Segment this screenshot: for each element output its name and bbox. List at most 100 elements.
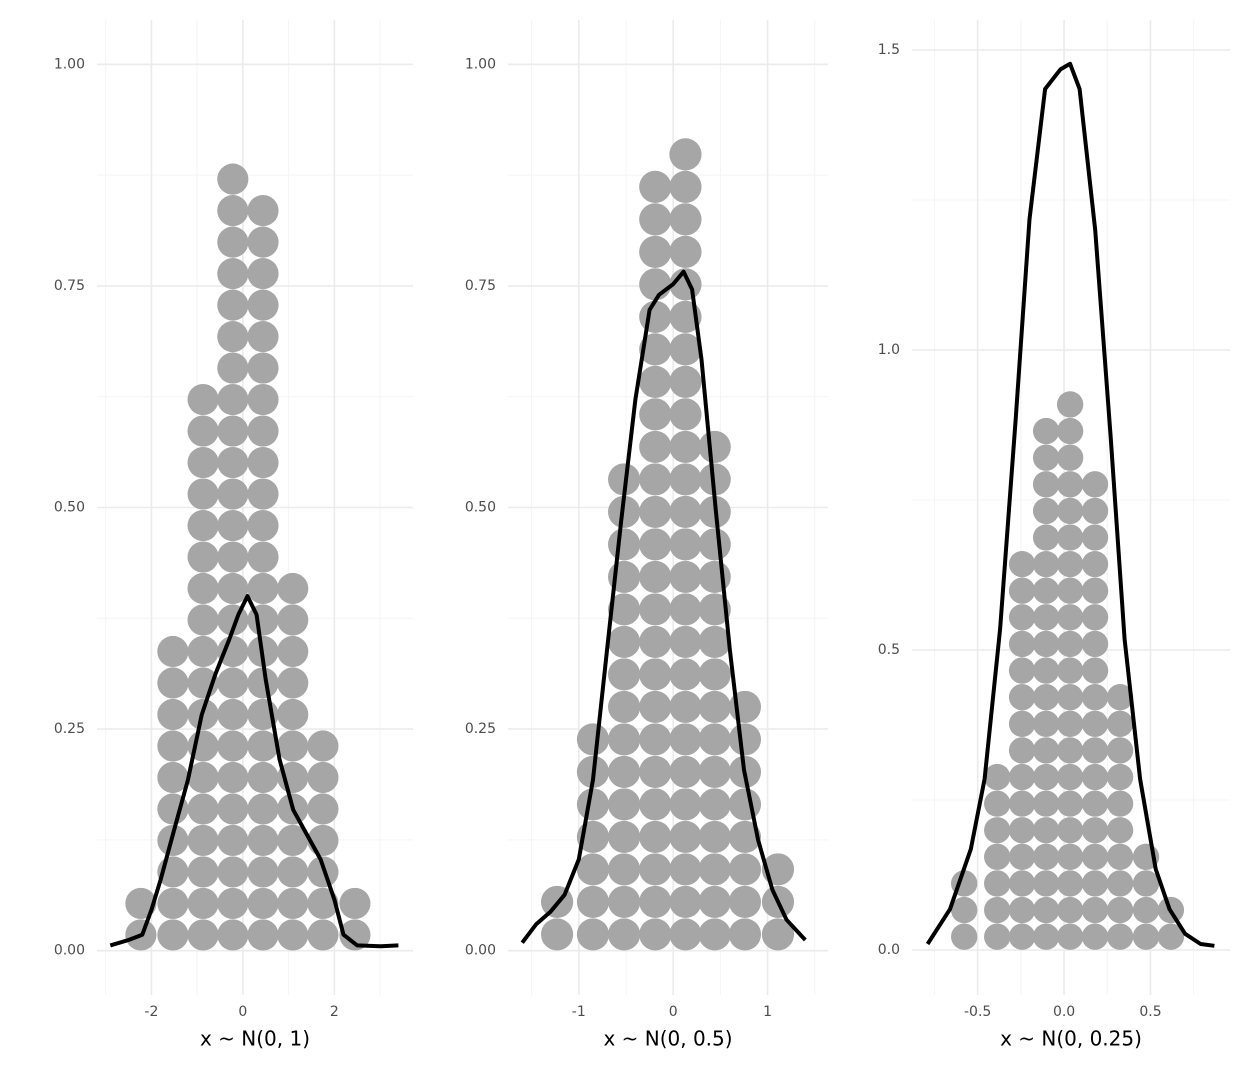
dot	[1056, 391, 1084, 418]
dot	[217, 321, 249, 353]
dot	[277, 572, 309, 605]
x-axis-label: x ~ N(0, 1)	[200, 1027, 310, 1051]
dot	[1056, 896, 1084, 924]
x-tick-label: 0.5	[1139, 1004, 1161, 1020]
dot	[576, 918, 610, 951]
dot	[1056, 497, 1084, 525]
dot	[1008, 630, 1036, 658]
dot	[608, 593, 641, 626]
dot	[728, 788, 762, 821]
dot	[1081, 817, 1109, 844]
dot	[540, 918, 574, 951]
y-tick-label: 1.00	[54, 56, 85, 72]
dot	[669, 885, 702, 919]
dot	[307, 793, 339, 825]
dot	[639, 625, 672, 659]
dot	[217, 446, 249, 479]
dot	[217, 163, 249, 195]
dot	[608, 625, 641, 659]
dot	[984, 923, 1011, 950]
dot	[669, 560, 702, 594]
dot	[1032, 870, 1060, 897]
dot-stack	[1132, 843, 1160, 950]
dot	[1106, 763, 1134, 791]
dot	[639, 203, 672, 236]
dot	[608, 658, 641, 691]
dot	[1008, 604, 1036, 631]
dot	[187, 541, 219, 573]
dot	[1032, 684, 1060, 711]
x-axis-label: x ~ N(0, 0.25)	[1000, 1027, 1142, 1051]
dot	[1056, 550, 1084, 578]
dot	[698, 918, 731, 951]
dot	[187, 572, 219, 605]
dot-stack	[1008, 550, 1036, 950]
dot	[217, 572, 249, 605]
dot	[247, 352, 279, 384]
dot	[1008, 684, 1036, 711]
x-tick-label: -2	[144, 1004, 158, 1020]
dot	[1008, 923, 1036, 950]
dot	[1081, 923, 1109, 950]
dot	[698, 755, 731, 789]
dot	[1056, 710, 1084, 737]
dot	[1081, 497, 1109, 525]
x-tick-label: 2	[330, 1004, 339, 1020]
dot	[339, 919, 371, 951]
dot	[1032, 630, 1060, 658]
y-tick-label: 1.5	[878, 42, 900, 58]
dot	[1008, 843, 1036, 871]
dot	[247, 383, 279, 416]
dot	[728, 918, 762, 951]
dot	[1008, 790, 1036, 817]
dot	[1081, 843, 1109, 871]
dot	[639, 885, 672, 919]
dot	[608, 755, 641, 789]
dot	[1132, 923, 1160, 950]
dot	[1081, 604, 1109, 631]
dot	[1106, 896, 1134, 924]
dot	[984, 790, 1011, 817]
dot	[247, 572, 279, 605]
density-line	[520, 269, 807, 944]
dot	[639, 268, 672, 301]
y-tick-label: 0.25	[465, 721, 496, 737]
y-tick-label: 0.75	[54, 278, 85, 294]
dot	[217, 509, 249, 542]
dot	[217, 258, 249, 290]
dot	[1081, 630, 1109, 658]
dot	[639, 658, 672, 691]
dot	[1032, 790, 1060, 817]
dot-stack	[217, 163, 249, 951]
dot	[125, 887, 157, 920]
dot	[1032, 550, 1060, 578]
dot	[639, 690, 672, 724]
dot	[1032, 843, 1060, 871]
dot	[1032, 923, 1060, 950]
dot	[1056, 817, 1084, 844]
dot	[277, 604, 309, 636]
dot	[669, 723, 702, 756]
dot	[639, 528, 672, 561]
dot	[1132, 870, 1160, 897]
dot	[1056, 684, 1084, 711]
y-tick-label: 0.00	[54, 943, 85, 959]
dot	[1106, 737, 1134, 764]
dot	[247, 761, 279, 794]
dot	[1157, 923, 1185, 950]
dot	[277, 667, 309, 699]
dot	[1081, 524, 1109, 551]
dot	[277, 698, 309, 731]
y-tick-label: 1.00	[465, 56, 496, 72]
dot-stack	[698, 430, 731, 951]
dot-stack	[639, 170, 672, 951]
y-tick-label: 0.0	[878, 942, 900, 958]
dot	[639, 333, 672, 366]
dot	[669, 365, 702, 398]
dot	[339, 887, 371, 920]
dot	[1081, 896, 1109, 924]
dot	[698, 560, 731, 594]
dot	[669, 203, 702, 236]
dot	[1032, 817, 1060, 844]
dot	[187, 635, 219, 668]
